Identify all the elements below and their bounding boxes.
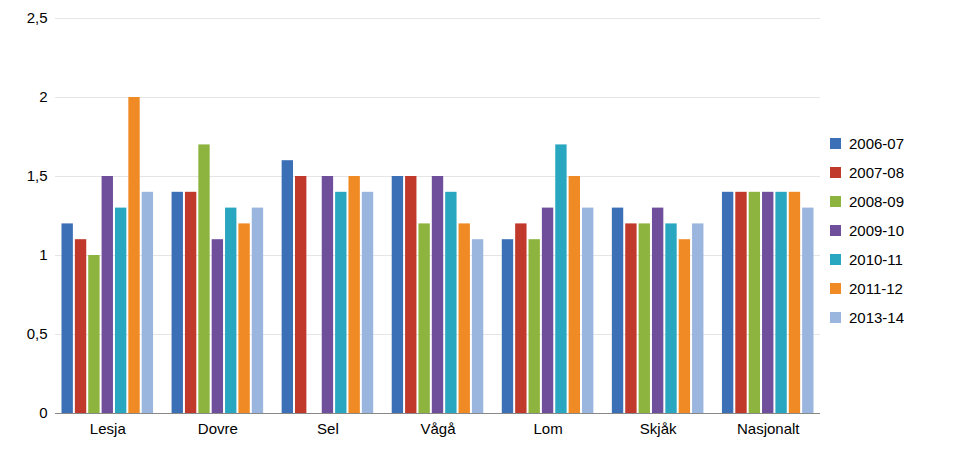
svg-text:Sel: Sel: [317, 420, 339, 437]
svg-text:1,5: 1,5: [27, 167, 48, 184]
html-text:2008-09: 2008-09: [849, 192, 905, 210]
html-text:2013-14: 2013-14: [849, 308, 905, 326]
svg-text:Lesja: Lesja: [90, 420, 127, 437]
svg-text:0,5: 0,5: [27, 325, 48, 342]
html-text:2011-12: 2011-12: [849, 279, 903, 297]
html-text:2010-11: 2010-11: [849, 250, 903, 268]
html-text:2009-10: 2009-10: [849, 221, 905, 239]
html-text:2006-07: 2006-07: [849, 134, 905, 152]
svg-text:Dovre: Dovre: [198, 420, 238, 437]
svg-text:Lom: Lom: [533, 420, 562, 437]
svg-text:Skjåk: Skjåk: [640, 420, 677, 437]
html-text:2007-08: 2007-08: [849, 163, 905, 181]
svg-text:0: 0: [39, 404, 47, 421]
svg-text:Vågå: Vågå: [420, 420, 456, 437]
svg-text:2: 2: [39, 88, 47, 105]
svg-text:1: 1: [39, 246, 47, 263]
svg-text:2,5: 2,5: [27, 9, 48, 26]
svg-text:Nasjonalt: Nasjonalt: [737, 420, 800, 437]
